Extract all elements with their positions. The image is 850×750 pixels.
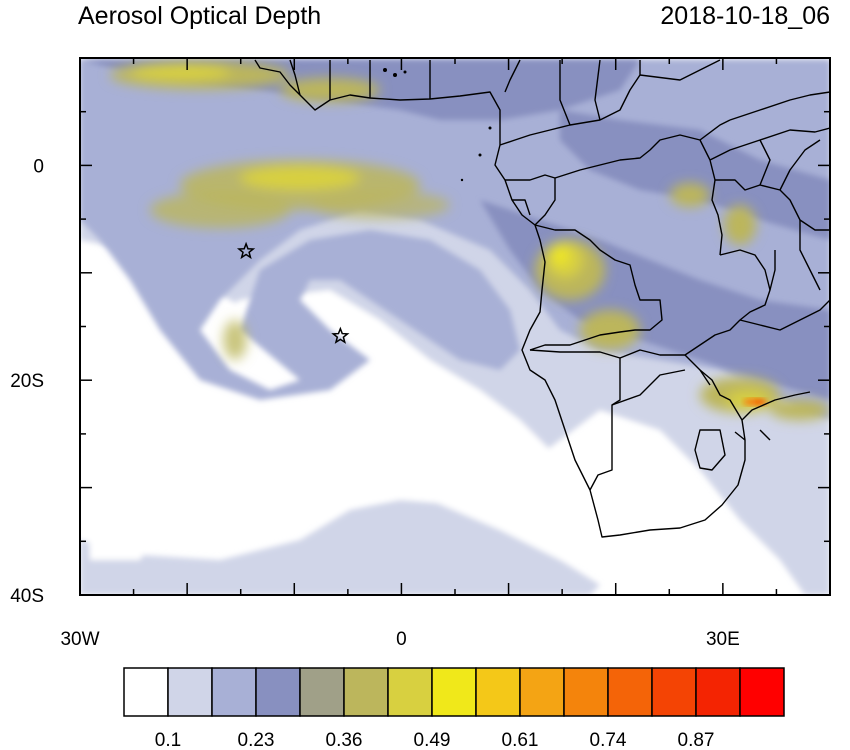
colorbar-swatch xyxy=(255,667,301,717)
colorbar-swatch xyxy=(563,667,609,717)
marker-layer xyxy=(236,241,350,344)
colorbar-label: 0.87 xyxy=(678,730,715,750)
star-marker xyxy=(331,326,350,344)
colorbar xyxy=(123,667,785,717)
colorbar-swatch xyxy=(211,667,257,717)
colorbar-labels: 0.1 0.23 0.36 0.49 0.61 0.74 0.87 xyxy=(155,730,715,750)
colorbar-swatch xyxy=(343,667,389,717)
aod-hotspot xyxy=(743,398,767,406)
colorbar-swatch xyxy=(123,667,169,717)
lat-tick-label: 0 xyxy=(33,156,44,177)
coastlines-borders xyxy=(254,59,830,538)
axis-ticks xyxy=(79,57,831,596)
lon-tick-label: 30E xyxy=(706,629,740,650)
colorbar-swatch xyxy=(695,667,741,717)
map-title: Aerosol Optical Depth xyxy=(78,2,322,30)
lon-tick-label: 30W xyxy=(60,629,99,650)
lat-tick-label: 20S xyxy=(10,371,44,392)
colorbar-swatch xyxy=(431,667,477,717)
colorbar-label: 0.74 xyxy=(590,730,627,750)
lat-tick-label: 40S xyxy=(10,586,44,607)
colorbar-swatch xyxy=(167,667,213,717)
colorbar-swatch xyxy=(519,667,565,717)
colorbar-swatch xyxy=(387,667,433,717)
colorbar-swatch xyxy=(739,667,785,717)
colorbar-label: 0.61 xyxy=(502,730,539,750)
aod-field xyxy=(80,58,830,595)
map-timestamp: 2018-10-18_06 xyxy=(660,2,830,30)
colorbar-swatch xyxy=(475,667,521,717)
islands xyxy=(383,68,492,182)
colorbar-label: 0.1 xyxy=(155,730,181,750)
lon-tick-label: 0 xyxy=(396,629,407,650)
star-marker xyxy=(236,241,256,260)
colorbar-swatch xyxy=(299,667,345,717)
colorbar-swatch xyxy=(607,667,653,717)
colorbar-label: 0.36 xyxy=(326,730,363,750)
colorbar-label: 0.49 xyxy=(414,730,451,750)
colorbar-label: 0.23 xyxy=(238,730,275,750)
axis-tick-labels: 30W 0 30E 0 20S 40S xyxy=(10,156,740,650)
colorbar-swatch xyxy=(651,667,697,717)
